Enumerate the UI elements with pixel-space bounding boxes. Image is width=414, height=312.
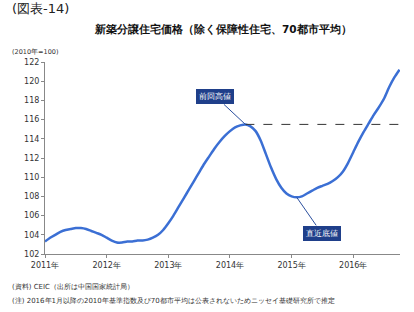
svg-text:2015年: 2015年 bbox=[277, 261, 305, 270]
svg-text:102: 102 bbox=[24, 250, 39, 259]
svg-text:110: 110 bbox=[24, 173, 39, 182]
svg-text:114: 114 bbox=[24, 135, 39, 144]
svg-text:新築分譲住宅価格（除く保障性住宅、70都市平均）: 新築分譲住宅価格（除く保障性住宅、70都市平均） bbox=[94, 23, 352, 36]
svg-text:122: 122 bbox=[24, 58, 39, 67]
svg-text:106: 106 bbox=[24, 211, 39, 220]
svg-text:118: 118 bbox=[24, 96, 39, 105]
svg-text:120: 120 bbox=[24, 77, 39, 86]
svg-text:112: 112 bbox=[24, 154, 39, 163]
svg-text:2011年: 2011年 bbox=[31, 261, 59, 270]
svg-text:116: 116 bbox=[24, 115, 39, 124]
svg-text:2013年: 2013年 bbox=[154, 261, 182, 270]
svg-text:(資料) CEIC（出所は中国国家統計局）: (資料) CEIC（出所は中国国家統計局） bbox=[12, 283, 134, 291]
svg-text:2014年: 2014年 bbox=[216, 261, 244, 270]
svg-text:(2010年=100): (2010年=100) bbox=[12, 48, 58, 56]
svg-text:直近底値: 直近底値 bbox=[306, 229, 338, 238]
svg-text:2016年: 2016年 bbox=[339, 261, 367, 270]
svg-text:(図表-14): (図表-14) bbox=[12, 1, 69, 16]
svg-text:108: 108 bbox=[24, 192, 39, 201]
svg-text:(注) 2016年1月以降の2010年基準指数及び70都市平: (注) 2016年1月以降の2010年基準指数及び70都市平均は公表されないため… bbox=[12, 297, 335, 305]
svg-text:前回高値: 前回高値 bbox=[199, 92, 231, 101]
svg-text:104: 104 bbox=[24, 231, 39, 240]
svg-text:2012年: 2012年 bbox=[92, 261, 120, 270]
